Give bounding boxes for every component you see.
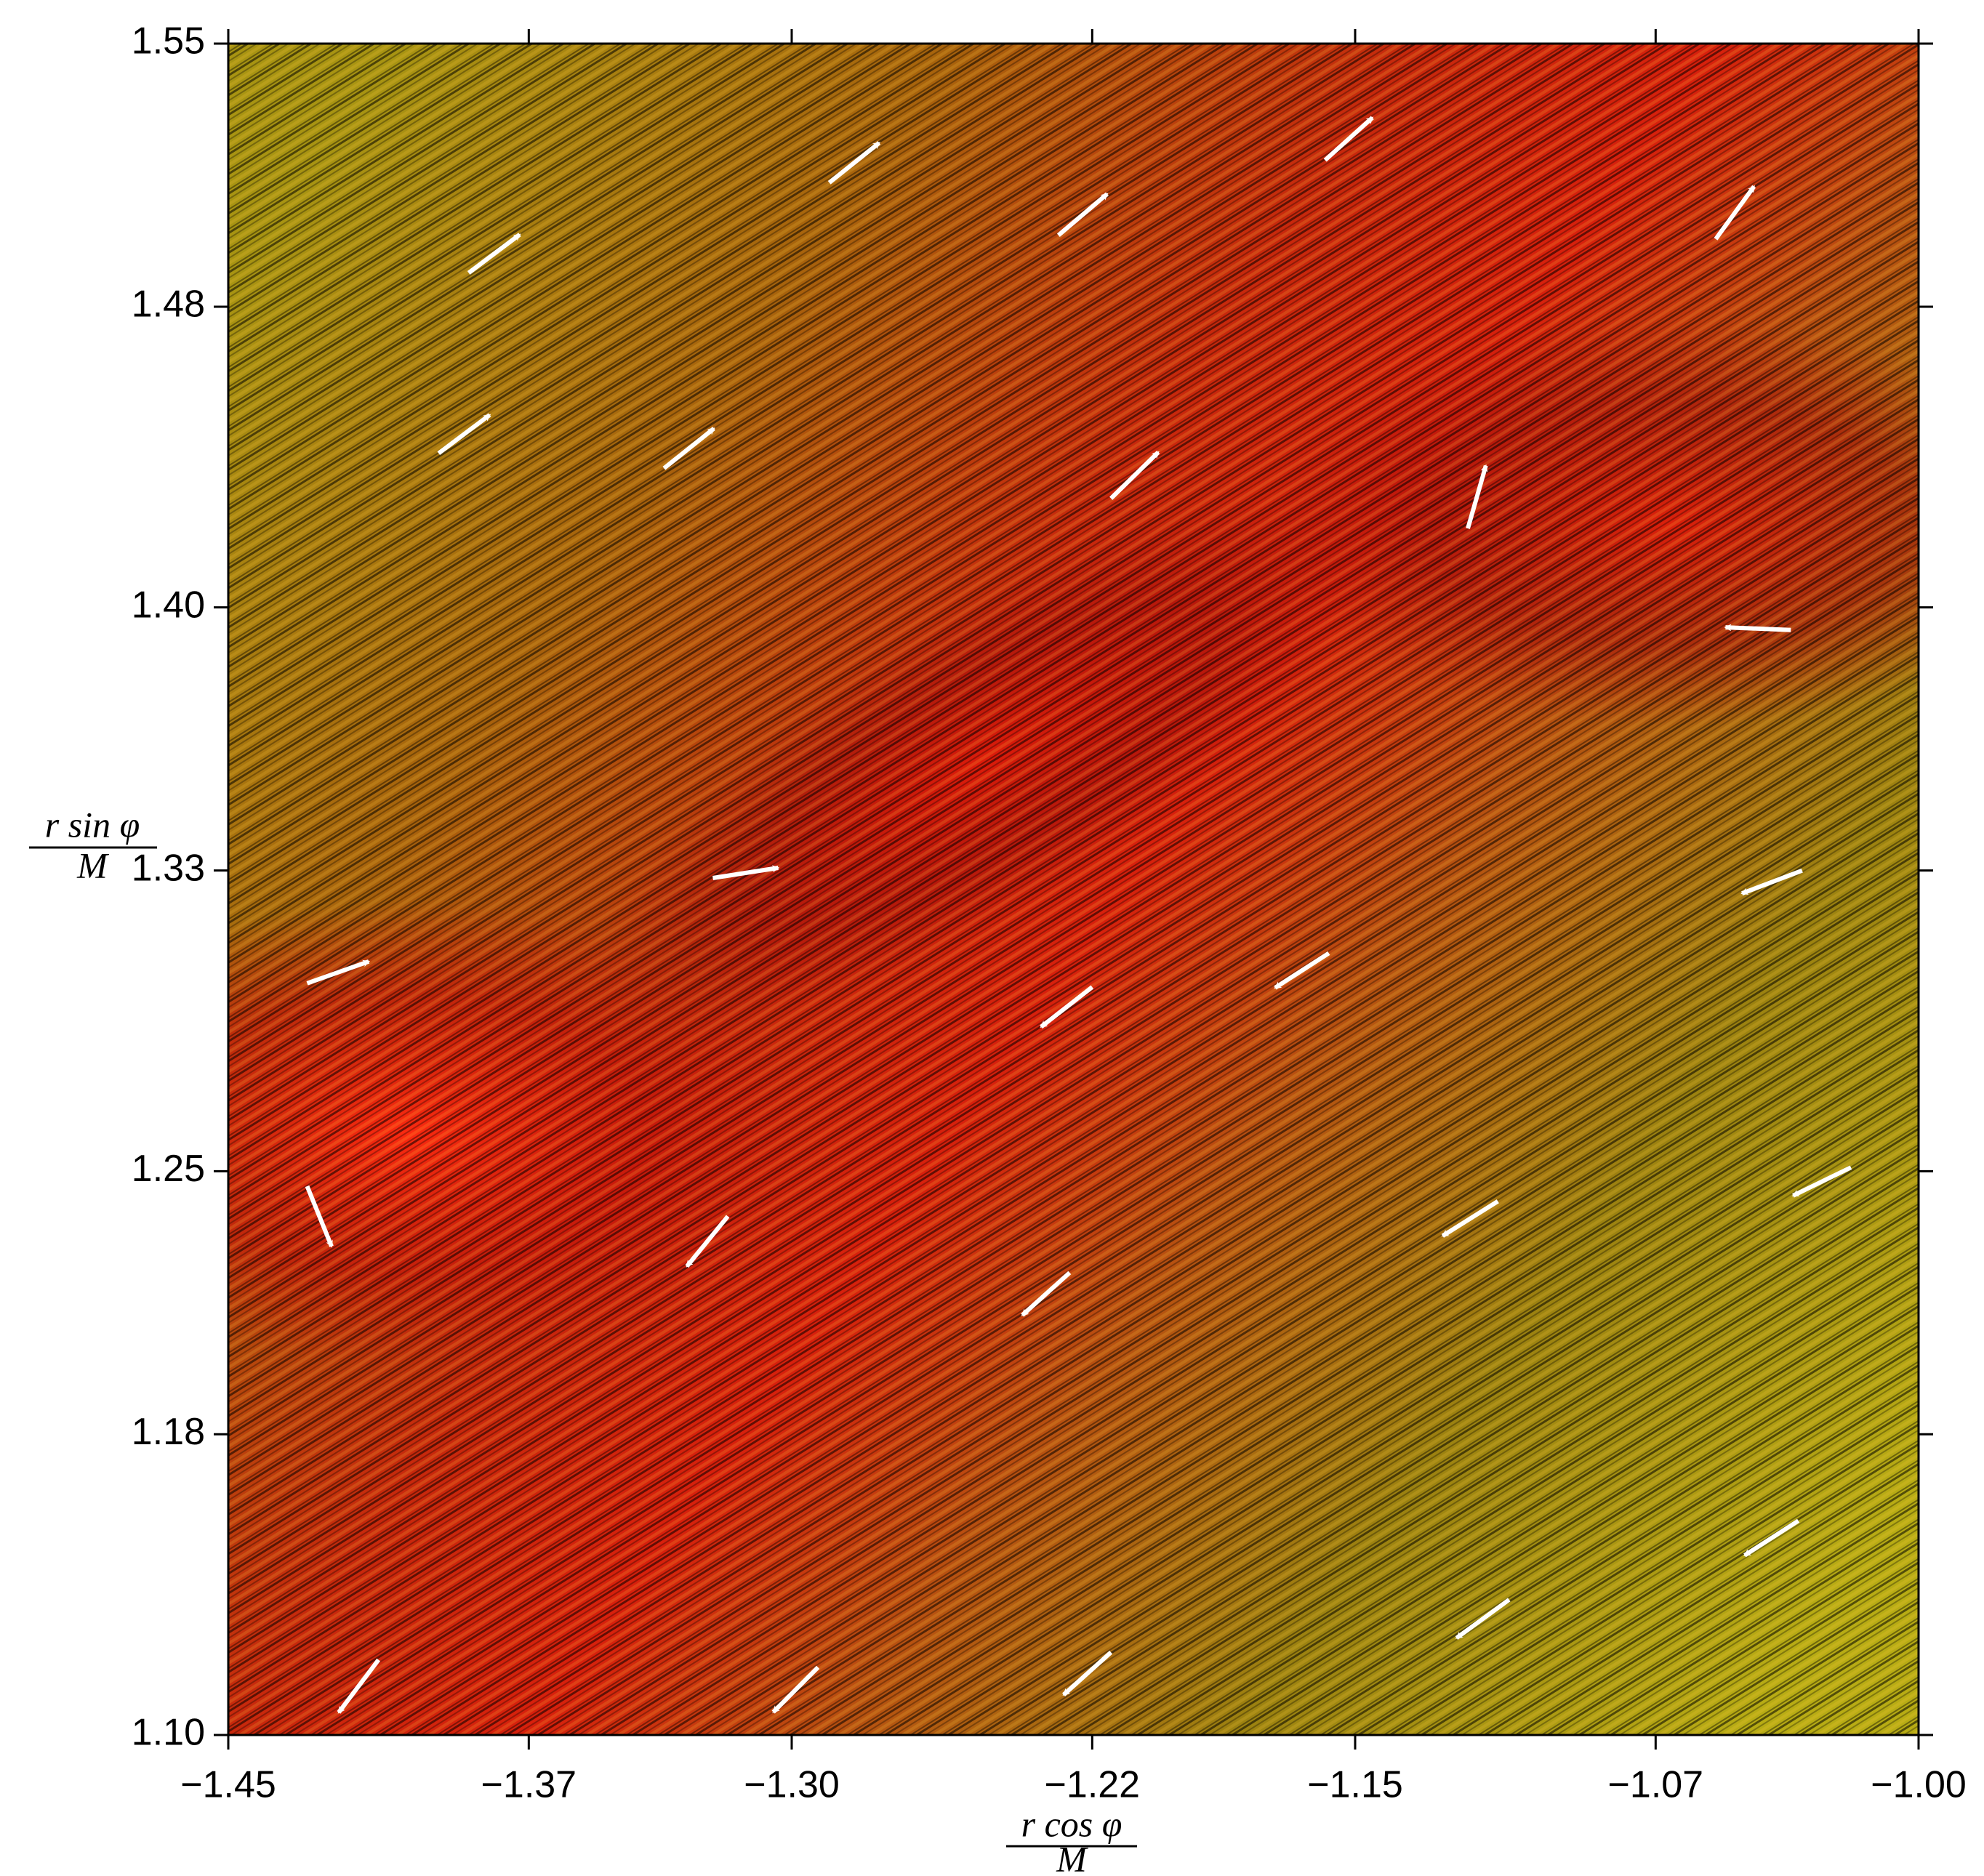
x-tick-label: −1.22 xyxy=(1045,1764,1141,1806)
flow-arrow xyxy=(337,1658,381,1714)
x-tick-label: −1.00 xyxy=(1871,1764,1967,1806)
y-tick-label: 1.48 xyxy=(132,283,205,326)
flow-arrow xyxy=(1714,185,1756,241)
x-tick-label: −1.07 xyxy=(1608,1764,1704,1806)
y-tick-label: 1.18 xyxy=(132,1411,205,1453)
flow-arrow xyxy=(1791,1165,1852,1198)
flow-arrow xyxy=(1323,116,1374,162)
y-tick-label: 1.33 xyxy=(132,847,205,889)
flow-arrow xyxy=(1056,192,1109,238)
flow-arrow xyxy=(712,865,780,880)
x-tick-label: −1.15 xyxy=(1307,1764,1403,1806)
flow-arrow xyxy=(1441,1199,1499,1238)
x-label-denominator: M xyxy=(1056,1838,1088,1876)
field-background xyxy=(228,44,1919,1735)
flow-arrow xyxy=(1040,985,1094,1029)
y-label-numerator: r sin φ xyxy=(45,804,140,845)
flow-arrow xyxy=(306,959,371,986)
flow-arrow xyxy=(467,233,521,275)
flow-arrow xyxy=(1274,951,1330,990)
flow-arrow xyxy=(1743,1518,1800,1558)
y-tick-label: 1.55 xyxy=(132,20,205,63)
flow-arrow xyxy=(827,141,881,185)
flow-arrow xyxy=(1740,868,1803,895)
flow-arrow xyxy=(1724,624,1791,632)
x-tick-label: −1.37 xyxy=(481,1764,577,1806)
flow-arrow xyxy=(1062,1651,1113,1696)
flow-arrow xyxy=(1455,1598,1511,1641)
y-tick-label: 1.40 xyxy=(132,584,205,626)
flow-arrow xyxy=(437,413,491,456)
plot-frame xyxy=(227,42,1920,1736)
flow-arrow xyxy=(1021,1271,1072,1317)
x-label-numerator: r cos φ xyxy=(1021,1803,1122,1844)
flow-arrow xyxy=(662,427,715,470)
y-label-denominator: M xyxy=(76,845,109,885)
y-tick-label: 1.10 xyxy=(132,1712,205,1754)
flow-arrow xyxy=(685,1215,730,1268)
x-tick-label: −1.45 xyxy=(180,1764,276,1806)
flow-arrow xyxy=(771,1665,820,1714)
flow-arrow xyxy=(305,1185,334,1248)
flow-arrow xyxy=(1109,450,1160,500)
x-tick-label: −1.30 xyxy=(744,1764,840,1806)
y-tick-label: 1.25 xyxy=(132,1148,205,1190)
flow-arrow xyxy=(1466,464,1488,529)
